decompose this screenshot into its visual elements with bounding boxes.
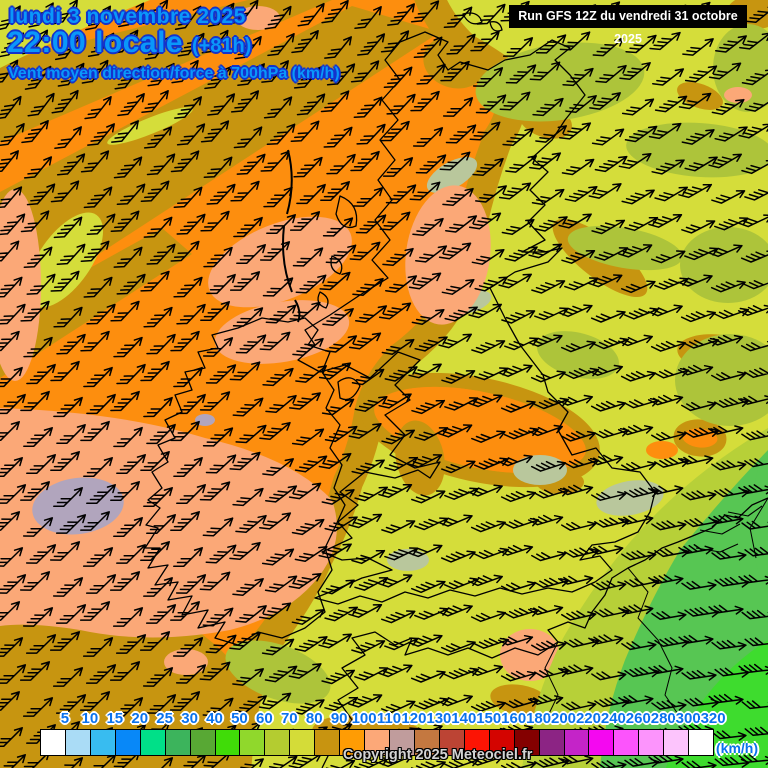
run-info-banner: Run GFS 12Z du vendredi 31 octobre 2025 [509,5,747,46]
legend-unit-label: (km/h) [716,740,758,756]
copyright: Copyright 2025 Meteociel.fr [343,747,533,763]
